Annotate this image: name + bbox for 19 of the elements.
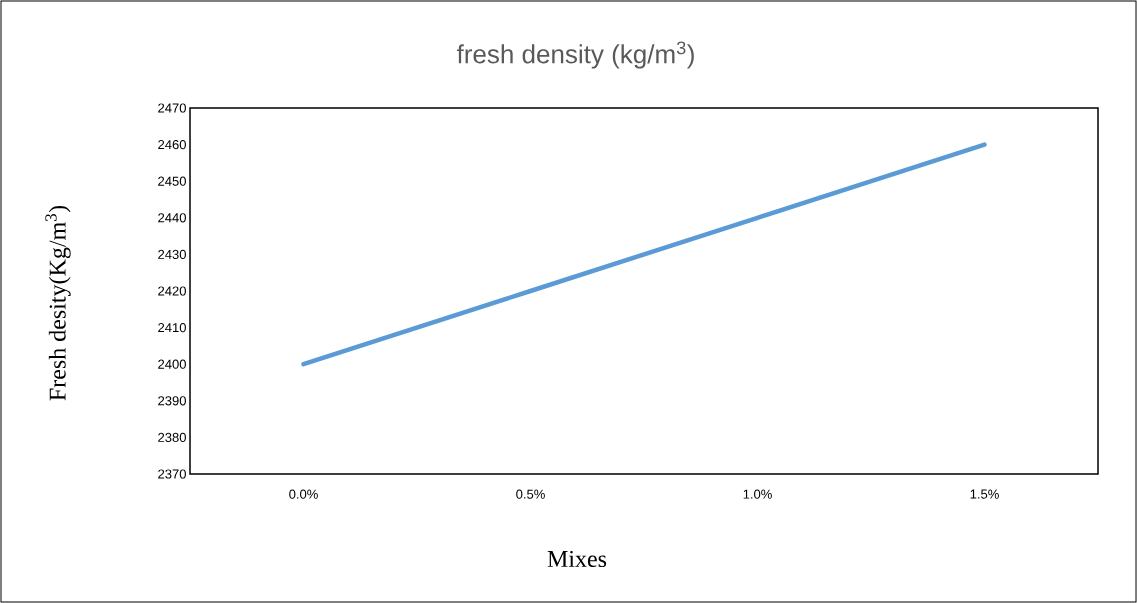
x-tick-label: 0.5% xyxy=(516,489,545,499)
y-tick-label: 2380 xyxy=(158,432,186,442)
x-tick-label: 1.5% xyxy=(970,489,999,499)
y-tick-label: 2390 xyxy=(158,396,186,406)
chart-title: fresh density (kg/m$^{3}$) xyxy=(456,41,694,69)
y-tick-label: 2460 xyxy=(158,139,186,150)
y-tick-label: 2420 xyxy=(158,286,186,296)
y-tick-label: 2370 xyxy=(158,469,186,479)
x-tick-label: 1.0% xyxy=(743,489,772,499)
x-tick-label: 0.0% xyxy=(289,489,318,499)
y-tick-label: 2440 xyxy=(158,213,186,223)
y-tick-label: 2400 xyxy=(158,359,186,369)
x-axis-title: Mixes xyxy=(547,550,607,568)
y-axis-title: Fresh desity(Kg/m$^{3}$) xyxy=(45,205,71,401)
y-tick-label: 2450 xyxy=(158,176,186,186)
y-tick-label: 2470 xyxy=(158,103,186,113)
y-tick-label: 2430 xyxy=(158,249,186,259)
y-tick-label: 2410 xyxy=(158,322,186,333)
line-series xyxy=(301,142,987,367)
